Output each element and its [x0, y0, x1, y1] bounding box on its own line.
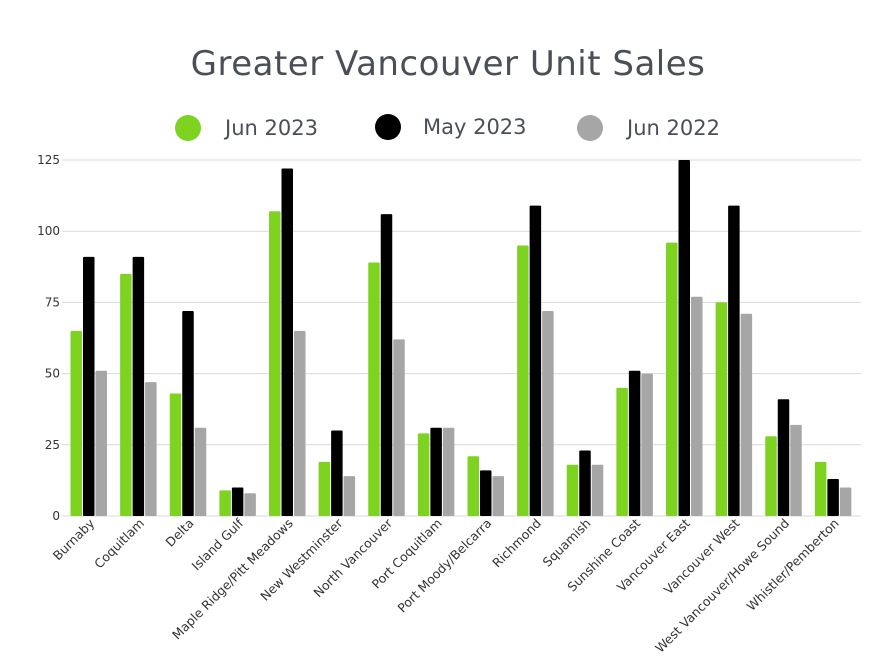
legend-label-series-1: Jun 2023	[225, 116, 318, 140]
bar-port-coquitlam-series-3	[442, 427, 455, 516]
bar-sunshine-coast-series-1	[616, 387, 628, 516]
chart-title: Greater Vancouver Unit Sales	[190, 44, 706, 84]
bar-richmond-series-2	[529, 205, 542, 516]
legend-item-series-3: Jun 2022	[577, 115, 720, 141]
bars	[70, 160, 852, 517]
bar-vancouver-east-series-1	[666, 242, 678, 517]
bar-new-westminster-series-1	[318, 461, 331, 516]
bar-island-gulf-series-3	[244, 493, 256, 516]
bar-squamish-series-1	[566, 464, 579, 516]
bar-delta-series-1	[169, 393, 182, 516]
bar-west-vancouver-howe-sound-series-3	[790, 424, 802, 516]
bar-vancouver-west-series-1	[715, 302, 728, 516]
bar-delta-series-2	[182, 310, 194, 516]
bar-whistler-pemberton-series-2	[827, 478, 839, 516]
gridlines	[62, 159, 861, 517]
bar-new-westminster-series-3	[343, 476, 356, 516]
x-tick-label: Port Moody/Belcarra	[394, 516, 494, 616]
bar-vancouver-east-series-3	[691, 296, 703, 516]
legend-label-series-3: Jun 2022	[627, 116, 720, 140]
bar-whistler-pemberton-series-3	[839, 487, 852, 516]
bar-port-moody-belcarra-series-3	[492, 476, 504, 516]
y-tick-label: 0	[52, 509, 60, 523]
legend-swatch-series-2	[375, 114, 401, 140]
bar-squamish-series-3	[591, 464, 604, 516]
bar-north-vancouver-series-2	[380, 214, 393, 516]
bar-north-vancouver-series-1	[368, 262, 380, 516]
bar-burnaby-series-3	[95, 370, 107, 516]
y-tick-label: 25	[45, 438, 60, 452]
bar-richmond-series-1	[517, 245, 529, 516]
x-tick-label: Richmond	[489, 516, 544, 571]
legend-swatch-series-3	[577, 115, 603, 141]
bar-vancouver-west-series-2	[728, 205, 740, 516]
y-axis-ticks: 0 25 50 75 100 125	[37, 153, 60, 523]
bar-coquitlam-series-2	[132, 256, 145, 516]
bar-west-vancouver-howe-sound-series-1	[765, 436, 777, 516]
bar-island-gulf-series-2	[231, 487, 244, 516]
bar-port-coquitlam-series-1	[417, 433, 430, 516]
bar-maple-ridge-pitt-meadows-series-1	[269, 211, 281, 516]
bar-vancouver-west-series-3	[740, 313, 753, 516]
legend-item-series-2: May 2023	[375, 114, 527, 140]
bar-richmond-series-3	[542, 310, 554, 516]
x-tick-label: Delta	[162, 516, 196, 550]
bar-port-moody-belcarra-series-2	[480, 470, 492, 516]
legend-item-series-1: Jun 2023	[175, 115, 318, 141]
y-tick-label: 75	[45, 295, 60, 309]
bar-port-moody-belcarra-series-1	[467, 456, 479, 516]
bar-new-westminster-series-2	[331, 430, 343, 516]
bar-island-gulf-series-1	[219, 490, 231, 516]
bar-sunshine-coast-series-3	[641, 373, 653, 516]
bar-delta-series-3	[194, 427, 207, 516]
bar-whistler-pemberton-series-1	[814, 461, 827, 516]
bar-squamish-series-2	[579, 450, 591, 516]
bar-coquitlam-series-1	[120, 273, 132, 516]
y-tick-label: 50	[45, 367, 60, 381]
bar-maple-ridge-pitt-meadows-series-2	[281, 168, 293, 516]
bar-west-vancouver-howe-sound-series-2	[777, 399, 790, 516]
bar-sunshine-coast-series-2	[628, 370, 641, 516]
x-tick-label: New Westminster	[257, 515, 346, 604]
bar-burnaby-series-2	[83, 256, 95, 516]
x-tick-label: Whistler/Pemberton	[744, 516, 842, 614]
legend-label-series-2: May 2023	[423, 115, 527, 139]
bar-burnaby-series-1	[70, 330, 82, 516]
x-tick-label: Coquitlam	[91, 516, 147, 572]
bar-maple-ridge-pitt-meadows-series-3	[294, 330, 306, 516]
bar-coquitlam-series-3	[145, 382, 157, 516]
bar-north-vancouver-series-3	[393, 339, 405, 516]
y-tick-label: 100	[37, 224, 60, 238]
bar-port-coquitlam-series-2	[430, 427, 442, 516]
chart-legend: Jun 2023 May 2023 Jun 2022	[0, 112, 896, 152]
legend-swatch-series-1	[175, 115, 201, 141]
bar-vancouver-east-series-2	[678, 160, 690, 516]
y-tick-label: 125	[37, 153, 60, 167]
